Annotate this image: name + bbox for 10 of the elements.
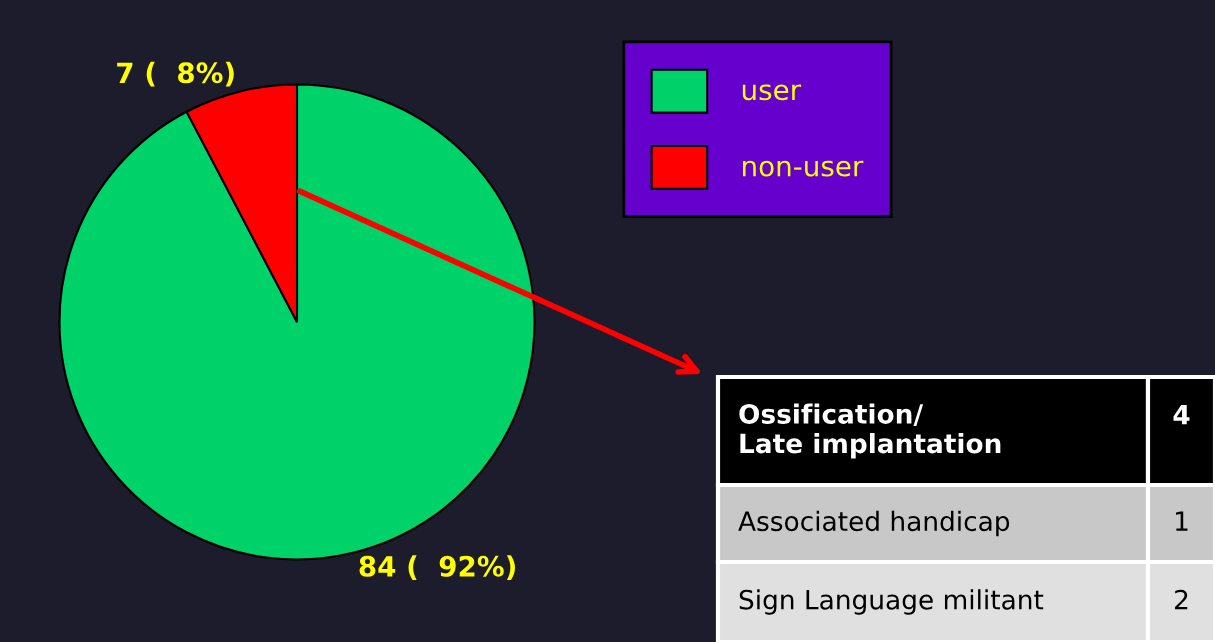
text: Sign Language militant — [739, 589, 1044, 615]
legend-label: non-user — [743, 160, 864, 177]
text: 1 — [1176, 511, 1188, 531]
text: Associated handicap — [738, 510, 1010, 537]
data-label: 7 ( 8%) — [117, 61, 234, 87]
text: 2 — [1175, 589, 1188, 610]
text: 4 — [1173, 405, 1190, 425]
legend-label: user — [742, 84, 802, 101]
data-label: 84 ( 92%) — [359, 555, 515, 581]
text: Ossification/ Late implantation — [739, 403, 1001, 459]
